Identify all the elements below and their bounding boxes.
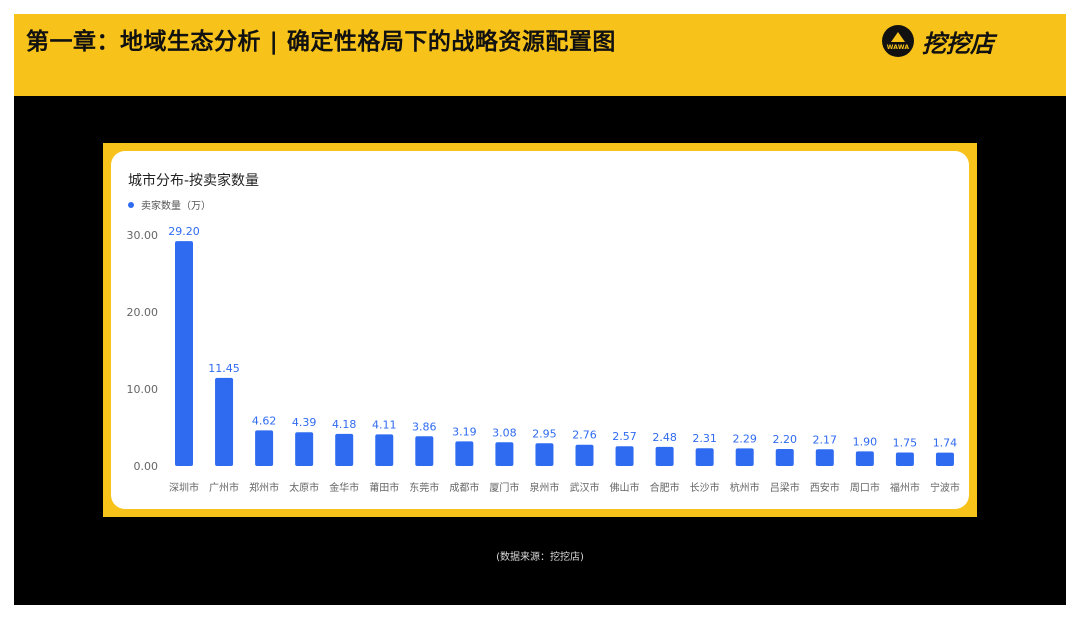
data-label: 2.48 [652, 431, 677, 444]
bar-9 [495, 442, 514, 466]
bar-12 [615, 446, 634, 466]
data-label: 2.29 [732, 432, 757, 445]
x-tick-label: 金华市 [329, 481, 359, 494]
bar-17 [815, 449, 834, 466]
bar-6 [375, 434, 394, 466]
data-label: 4.62 [252, 414, 277, 427]
bar-2 [215, 377, 234, 466]
bar-13 [655, 446, 674, 466]
data-label: 4.18 [332, 418, 357, 431]
bar-19 [895, 452, 914, 466]
x-tick-label: 杭州市 [730, 481, 760, 494]
data-label: 2.76 [572, 429, 597, 442]
x-tick-label: 莆田市 [369, 481, 399, 494]
bar-5 [335, 433, 354, 466]
data-label: 2.17 [813, 433, 838, 446]
logo-text: 挖挖店 [922, 29, 994, 58]
bar-7 [415, 436, 434, 466]
logo-mark-text: WAWA [886, 44, 910, 51]
x-tick-label: 太原市 [289, 481, 319, 494]
x-tick-label: 东莞市 [409, 481, 439, 494]
data-label: 2.57 [612, 430, 637, 443]
data-label: 1.75 [893, 437, 918, 450]
logo-peak-shape [891, 32, 905, 42]
y-tick-label: 10.00 [127, 383, 159, 396]
x-tick-label: 合肥市 [650, 481, 680, 494]
x-tick-label: 武汉市 [570, 481, 600, 494]
brand-logo: WAWA 挖挖店 [882, 24, 994, 58]
data-label: 1.74 [933, 437, 958, 450]
bar-4 [295, 432, 314, 466]
x-tick-label: 长沙市 [690, 481, 720, 494]
x-tick-label: 福州市 [890, 481, 920, 494]
y-tick-label: 20.00 [127, 306, 159, 319]
y-tick-label: 30.00 [127, 229, 159, 242]
source-note: (数据来源：挖挖店) [496, 552, 584, 563]
bar-10 [535, 443, 554, 466]
data-label: 2.20 [773, 433, 798, 446]
x-tick-label: 佛山市 [610, 481, 640, 494]
legend-dot-icon [128, 201, 134, 208]
data-label: 4.11 [372, 418, 397, 431]
data-label: 29.20 [168, 225, 200, 238]
bar-8 [455, 441, 474, 466]
data-label: 2.95 [532, 427, 557, 440]
data-label: 4.39 [292, 416, 317, 429]
chart-legend: 卖家数量（万） [128, 197, 211, 212]
x-tick-label: 吕梁市 [770, 481, 800, 494]
x-tick-label: 西安市 [810, 481, 840, 494]
data-label: 2.31 [692, 432, 717, 445]
y-tick-label: 0.00 [134, 460, 159, 473]
data-label: 3.19 [452, 425, 477, 438]
logo-mark-icon: WAWA [882, 25, 914, 57]
x-tick-label: 周口市 [850, 481, 880, 494]
x-tick-label: 宁波市 [930, 481, 960, 494]
bar-1 [175, 241, 193, 466]
x-tick-label: 深圳市 [169, 481, 199, 494]
bar-11 [575, 444, 594, 466]
x-tick-label: 广州市 [209, 481, 239, 494]
data-label: 11.45 [208, 362, 240, 375]
bar-14 [695, 448, 714, 466]
chart-title: 城市分布-按卖家数量 [128, 173, 260, 189]
data-label: 3.86 [412, 420, 437, 433]
page-title: 第一章：地域生态分析 | 确定性格局下的战略资源配置图 [26, 29, 616, 55]
x-tick-label: 泉州市 [529, 481, 559, 494]
data-label: 3.08 [492, 426, 517, 439]
bar-20 [935, 452, 954, 466]
bar-15 [735, 448, 754, 466]
data-label: 1.90 [853, 435, 878, 448]
x-tick-label: 郑州市 [249, 481, 279, 494]
bar-16 [775, 449, 794, 466]
bar-3 [255, 430, 274, 466]
bar-18 [855, 451, 874, 466]
legend-label: 卖家数量（万） [141, 201, 211, 212]
x-tick-label: 成都市 [449, 481, 479, 494]
x-tick-label: 厦门市 [489, 481, 519, 494]
